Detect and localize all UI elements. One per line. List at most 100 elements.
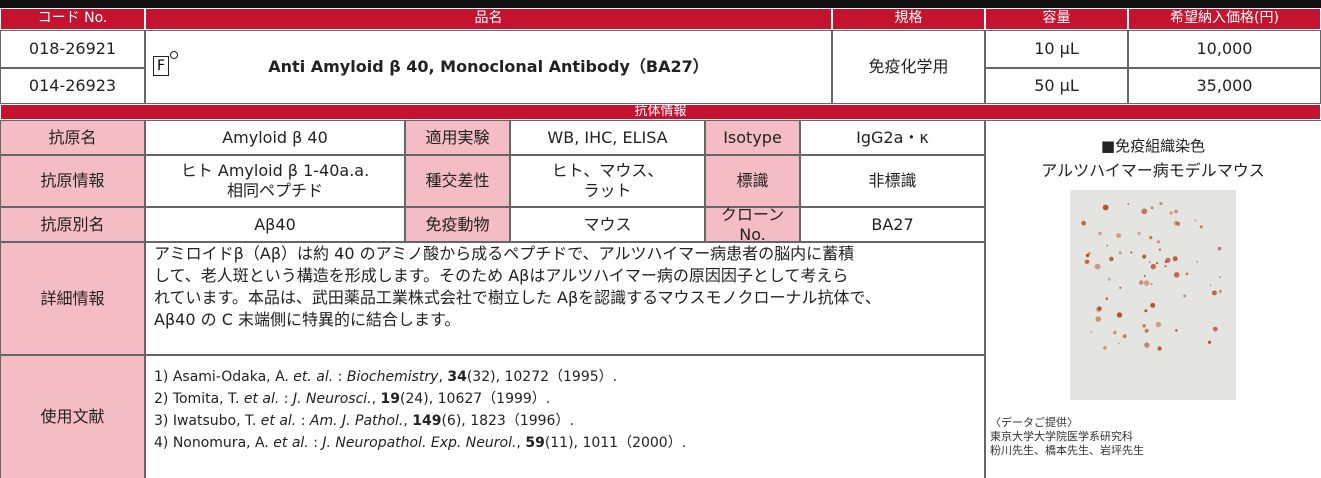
stain-dot (1130, 251, 1133, 254)
info-value: IgG2a・κ (800, 120, 985, 155)
reference-part: : (308, 435, 323, 451)
info-label: 種交差性 (405, 155, 510, 207)
header-cell: 容量 (985, 8, 1128, 30)
figure-cell (985, 120, 1321, 478)
stain-dot (1219, 276, 1221, 279)
reference-part: : (296, 413, 310, 429)
stain-dot (1156, 262, 1159, 265)
detail-line: れています。本品は、武田薬品工業株式会社で樹立した Aβを認識するマウスモノクロ… (154, 288, 881, 307)
stain-dot (1156, 240, 1160, 244)
info-value: Amyloid β 40 (145, 120, 405, 155)
stain-dot (1173, 272, 1180, 278)
stain-dot (1207, 340, 1212, 344)
reference-part: Am. J. Pathol. (309, 413, 404, 429)
figure-subtitle: アルツハイマー病モデルマウス (1041, 161, 1265, 180)
reference-part: 1) Asami-Odaka, A. (154, 369, 294, 385)
stain-dot (1122, 334, 1127, 339)
info-value: ヒト、マウス、 ラット (510, 155, 705, 207)
volume-cell: 10 μL (985, 30, 1128, 68)
stain-dot (1095, 316, 1102, 322)
reference-part: , (371, 391, 381, 407)
stain-dot (1143, 280, 1150, 286)
stain-dot (1103, 346, 1107, 350)
stain-dot (1127, 203, 1130, 205)
stain-dot (1116, 233, 1121, 238)
stain-dot (1090, 331, 1093, 334)
price-cell: 10,000 (1128, 30, 1321, 68)
stain-dot (1149, 235, 1153, 240)
reference-part: 19 (380, 391, 400, 407)
reference-part: , (403, 413, 413, 429)
info-label: 抗原名 (0, 120, 145, 155)
info-value: BA27 (800, 207, 985, 242)
stain-dot (1169, 211, 1173, 215)
info-value: 非標識 (800, 155, 985, 207)
stain-dot (1116, 312, 1123, 318)
reference-part: et al. (260, 413, 297, 429)
stain-dot (1199, 225, 1203, 229)
volume-cell: 50 μL (985, 68, 1128, 104)
stain-dot (1196, 260, 1199, 263)
detail-line: して、老人斑という構造を形成します。そのため Aβはアルツハイマー病の原因因子と… (154, 266, 849, 285)
detail-line: Aβ40 の C 末端側に特異的に結合します。 (154, 310, 461, 329)
reference-part: J. Neurosci. (292, 391, 372, 407)
top-bar (0, 0, 1321, 8)
stain-dot (1155, 321, 1162, 328)
stain-dot (1118, 251, 1122, 255)
stain-dot (1119, 286, 1122, 289)
stain-dot (1218, 289, 1222, 293)
info-label: 抗原別名 (0, 207, 145, 242)
reference-part: (11), 1011（2000）. (544, 435, 687, 451)
stain-dot (1172, 256, 1178, 262)
stain-dot (1094, 263, 1101, 270)
code-cell: 014-26923 (0, 68, 145, 104)
references-label: 使用文献 (0, 355, 145, 478)
stain-dot (1150, 206, 1154, 210)
stain-dot (1212, 326, 1218, 332)
reference: 2) Tomita, T. et al. : J. Neurosci., 19(… (154, 388, 550, 410)
info-value: マウス (510, 207, 705, 242)
stain-dot (1084, 259, 1090, 265)
stain-dot (1085, 253, 1090, 258)
reference-part: et al. (273, 435, 309, 451)
stain-dot (1194, 219, 1197, 222)
reference-part: Biochemistry (346, 369, 439, 385)
stain-dot (1105, 297, 1109, 300)
stain-dot (1150, 283, 1153, 286)
stain-dot (1173, 220, 1179, 226)
stain-dot (1159, 202, 1163, 206)
info-label: 標識 (705, 155, 800, 207)
stain-image (1070, 190, 1236, 400)
stain-dot (1106, 244, 1109, 247)
info-label: 適用実験 (405, 120, 510, 155)
reference-part: , (438, 369, 448, 385)
stain-dot (1217, 246, 1222, 251)
credit-line: 粉川先生、橋本先生、岩坪先生 (990, 444, 1144, 457)
header-cell: 希望納入価格(円) (1128, 8, 1321, 30)
section-title: 抗体情報 (0, 104, 1321, 120)
code-cell: 018-26921 (0, 30, 145, 68)
references-list: 1) Asami-Odaka, A. et. al. : Biochemistr… (145, 355, 985, 478)
stain-dot (1150, 263, 1156, 270)
price-cell: 35,000 (1128, 68, 1321, 104)
header-cell: 規格 (832, 8, 985, 30)
stain-dot (1142, 254, 1147, 259)
reference: 1) Asami-Odaka, A. et. al. : Biochemistr… (154, 366, 617, 388)
stain-dot (1164, 265, 1167, 268)
stain-dot (1113, 330, 1117, 335)
stain-dot (1150, 302, 1156, 308)
reference-part: (24), 10627（1999）. (400, 391, 551, 407)
info-value: ヒト Amyloid β 1-40a.a. 相同ペプチド (145, 155, 405, 207)
stain-dot (1088, 252, 1091, 255)
reference-part: (32), 10272（1995）. (466, 369, 618, 385)
info-label: 免疫動物 (405, 207, 510, 242)
reference: 4) Nonomura, A. et al. : J. Neuropathol.… (154, 432, 686, 454)
stain-dot (1142, 324, 1146, 328)
stain-dot (1102, 204, 1109, 211)
info-label: 抗原情報 (0, 155, 145, 207)
stain-dot (1118, 342, 1120, 345)
detail-label: 詳細情報 (0, 242, 145, 355)
reference-part: 149 (412, 413, 442, 429)
f-icon: F (153, 56, 169, 76)
